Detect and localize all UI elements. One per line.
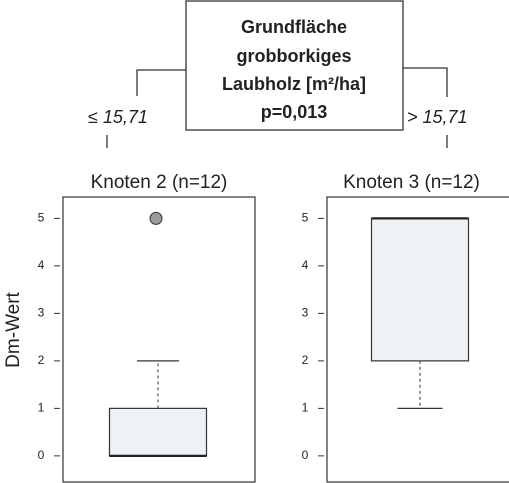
- y-tick-label: 2: [302, 353, 309, 367]
- edge-label: ≤ 15,71: [88, 107, 148, 127]
- outlier: [149, 211, 163, 225]
- split-node-box: [185, 0, 404, 131]
- connector: [403, 67, 448, 97]
- y-tick-label: 5: [302, 211, 309, 225]
- y-tick-label: 5: [38, 211, 45, 225]
- y-tick-label: 0: [302, 448, 309, 462]
- node-line: Laubholz [m²/ha]: [222, 74, 366, 94]
- y-tick-label: 4: [302, 258, 309, 272]
- node-line: grobborkiges: [236, 46, 351, 66]
- box: [370, 217, 470, 362]
- y-tick-label: 3: [38, 306, 45, 320]
- edge-label: > 15,71: [407, 107, 468, 127]
- panel-title: Knoten 3 (n=12): [343, 172, 480, 193]
- y-tick-label: 1: [302, 401, 309, 415]
- panel-frame: [62, 196, 256, 483]
- y-tick-label: 2: [38, 353, 45, 367]
- panel-title: Knoten 2 (n=12): [91, 172, 228, 193]
- y-tick-label: 4: [38, 258, 45, 272]
- y-tick-label: 0: [38, 448, 45, 462]
- node-line: Grundfläche: [241, 17, 347, 37]
- box: [108, 407, 208, 457]
- y-axis-label: Dm-Wert: [3, 291, 24, 367]
- connector: [136, 69, 186, 96]
- panel-frame: [326, 196, 509, 483]
- y-tick-label: 3: [302, 306, 309, 320]
- node-line: p=0,013: [261, 102, 328, 122]
- y-tick-label: 1: [38, 401, 45, 415]
